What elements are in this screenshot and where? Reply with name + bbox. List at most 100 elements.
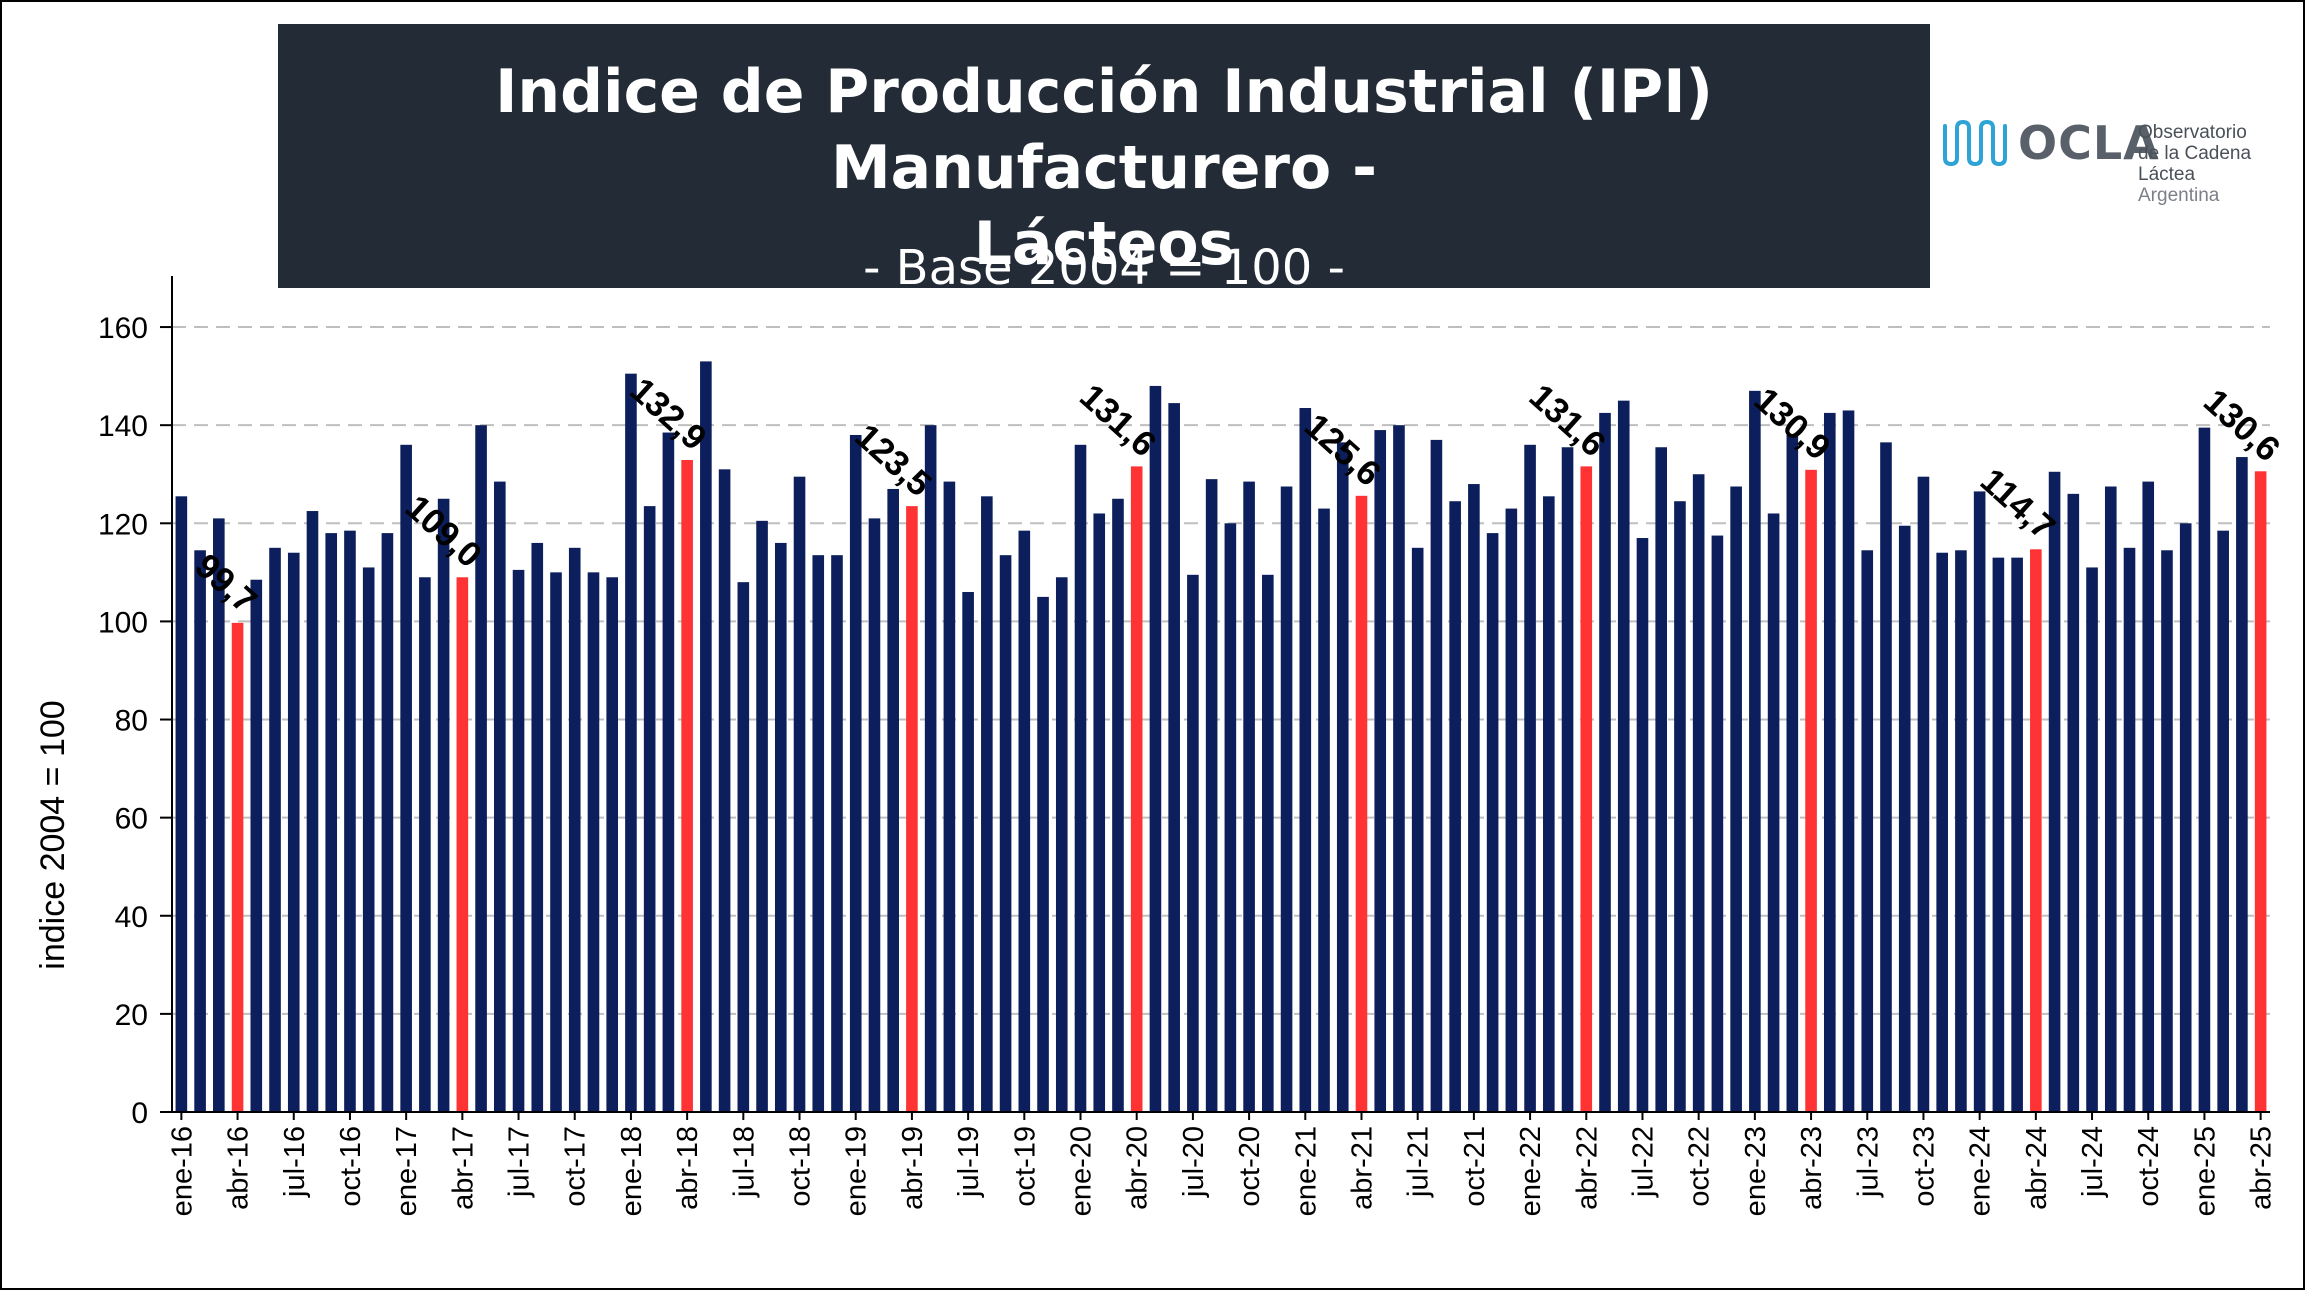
bar [1299,408,1312,1112]
x-tick-label: ene-24 [1965,1126,1997,1216]
bar [1880,442,1892,1113]
y-tick-label: 160 [98,312,148,345]
bar [1093,513,1106,1112]
x-tick-labels: ene-16 abr-16 jul-16 oct-16 ene-17 abr-17 jul-… [166,1126,2277,1216]
x-tick-label: abr-21 [1346,1126,1378,1210]
bar [2161,550,2173,1112]
bar [1655,447,1668,1112]
bar [625,373,637,1112]
bar [1936,552,1948,1112]
bar-highlight [2030,549,2042,1112]
x-tick-label: oct-22 [1684,1126,1716,1207]
bar [2179,523,2192,1112]
bar-highlight [456,577,469,1112]
x-tick-label: ene-22 [1515,1126,1547,1216]
bar [2011,557,2023,1112]
bar [1674,501,1686,1113]
y-tick-label: 20 [115,999,148,1032]
bar [2123,547,2136,1112]
x-tick-label: oct-16 [335,1126,367,1207]
bar [2104,486,2117,1112]
bar [325,533,338,1112]
bar [1318,508,1330,1113]
x-tick-label: jul-24 [2077,1126,2109,1198]
bar [2086,567,2098,1112]
wave-mark-icon [1943,119,2007,167]
bar-highlight [1355,495,1368,1112]
x-tick-label: oct-19 [1009,1126,1041,1207]
x-tick-label: ene-23 [1740,1126,1772,1216]
y-tick-label: 40 [115,901,148,934]
x-tick-label: jul-22 [1627,1126,1659,1198]
bars [175,361,2267,1113]
bar [924,425,937,1112]
bar [1393,425,1405,1112]
bar [1749,390,1761,1113]
bar [194,550,206,1112]
x-tick-label: jul-19 [953,1126,985,1198]
bar [1730,486,1742,1112]
bar [1055,577,1068,1112]
bar-highlight [681,460,693,1112]
bar [1205,479,1218,1112]
bar [1767,513,1780,1112]
bar [1917,476,1930,1112]
x-tick-label: jul-21 [1403,1126,1435,1198]
bar [1524,444,1536,1112]
bar [1898,525,1911,1112]
x-tick-label: abr-25 [2246,1126,2278,1210]
bar [2198,427,2211,1112]
bar [1168,403,1180,1113]
bar [550,572,562,1112]
bar [213,518,225,1112]
bar [1037,596,1049,1112]
bar [1823,412,1836,1112]
bar [1711,535,1724,1112]
logo-line-2: de la Cadena Láctea [2138,143,2252,185]
bar-highlight [906,506,918,1112]
x-tick-label: ene-20 [1066,1126,1098,1216]
bar [887,488,899,1112]
bar [1336,442,1349,1113]
bar-highlight [1130,466,1143,1112]
y-tick-label: 140 [98,410,148,443]
logo-line-3: Argentina [2138,185,2220,206]
x-tick-label: jul-23 [1852,1126,1884,1198]
bar [606,577,619,1112]
bar [1992,557,2005,1112]
bar [175,496,188,1112]
bar [774,542,787,1112]
bar [1468,484,1480,1112]
x-tick-label: oct-21 [1459,1126,1491,1207]
chart-title: Indice de Producción Industrial (IPI) Ma… [278,54,1930,282]
bar [568,547,581,1112]
bar [306,511,319,1112]
bar [2142,481,2155,1113]
x-tick-label: ene-25 [2189,1126,2221,1216]
x-tick-label: oct-23 [1908,1126,1940,1207]
bar [1842,410,1855,1113]
bar [1449,501,1461,1113]
bar [531,542,544,1112]
bar [1374,430,1387,1113]
bar [250,579,263,1112]
bar [831,555,843,1112]
logo-name: OCLA [2018,116,2160,170]
bar [1561,447,1574,1112]
chart-title-line-1: Indice de Producción Industrial (IPI) Ma… [495,57,1713,203]
bar [1486,533,1499,1112]
bar [643,506,656,1112]
x-tick-label: oct-24 [2133,1126,2165,1207]
bar [793,476,806,1112]
y-tick-label: 120 [98,508,148,541]
bar [1262,574,1274,1112]
bar [849,434,862,1112]
bar [400,444,412,1112]
bar [718,469,731,1113]
x-tick-label: abr-18 [672,1126,704,1210]
x-tick-label: ene-16 [166,1126,198,1216]
y-tick-label: 60 [115,803,148,836]
bar [999,555,1012,1112]
